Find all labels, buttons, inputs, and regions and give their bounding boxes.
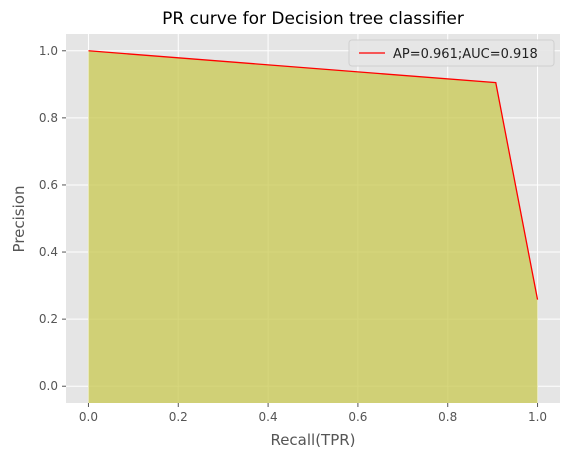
pr-curve-line: [88, 50, 539, 300]
series-layer: [88, 50, 539, 403]
ticks: 0.0 0.2 0.4 0.6 0.8 1.0 0.0 0.2 0.4 0.6 0.8 1.0: [39, 44, 547, 424]
y-tick-label: 0.2: [39, 312, 58, 326]
y-tick-label: 0.4: [39, 245, 58, 259]
x-tick-label: 0.0: [79, 410, 98, 424]
x-tick-label: 0.8: [438, 410, 457, 424]
y-tick-label: 0.6: [39, 178, 58, 192]
x-tick-label: 0.6: [348, 410, 367, 424]
legend-entry-label: AP=0.961;AUC=0.918: [393, 47, 538, 62]
x-axis-label: Recall(TPR): [270, 431, 355, 449]
x-tick-label: 0.4: [259, 410, 278, 424]
y-tick-label: 0.8: [39, 111, 58, 125]
pr-area-fill: [88, 50, 538, 403]
x-tick-label: 0.2: [169, 410, 188, 424]
legend: AP=0.961;AUC=0.918: [348, 39, 555, 67]
y-tick-label: 0.0: [39, 379, 58, 393]
chart-title: PR curve for Decision tree classifier: [162, 9, 464, 29]
y-axis-label: Precision: [10, 186, 28, 253]
x-tick-label: 1.0: [528, 410, 547, 424]
y-tick-label: 1.0: [39, 44, 58, 58]
legend-box: [348, 39, 555, 67]
